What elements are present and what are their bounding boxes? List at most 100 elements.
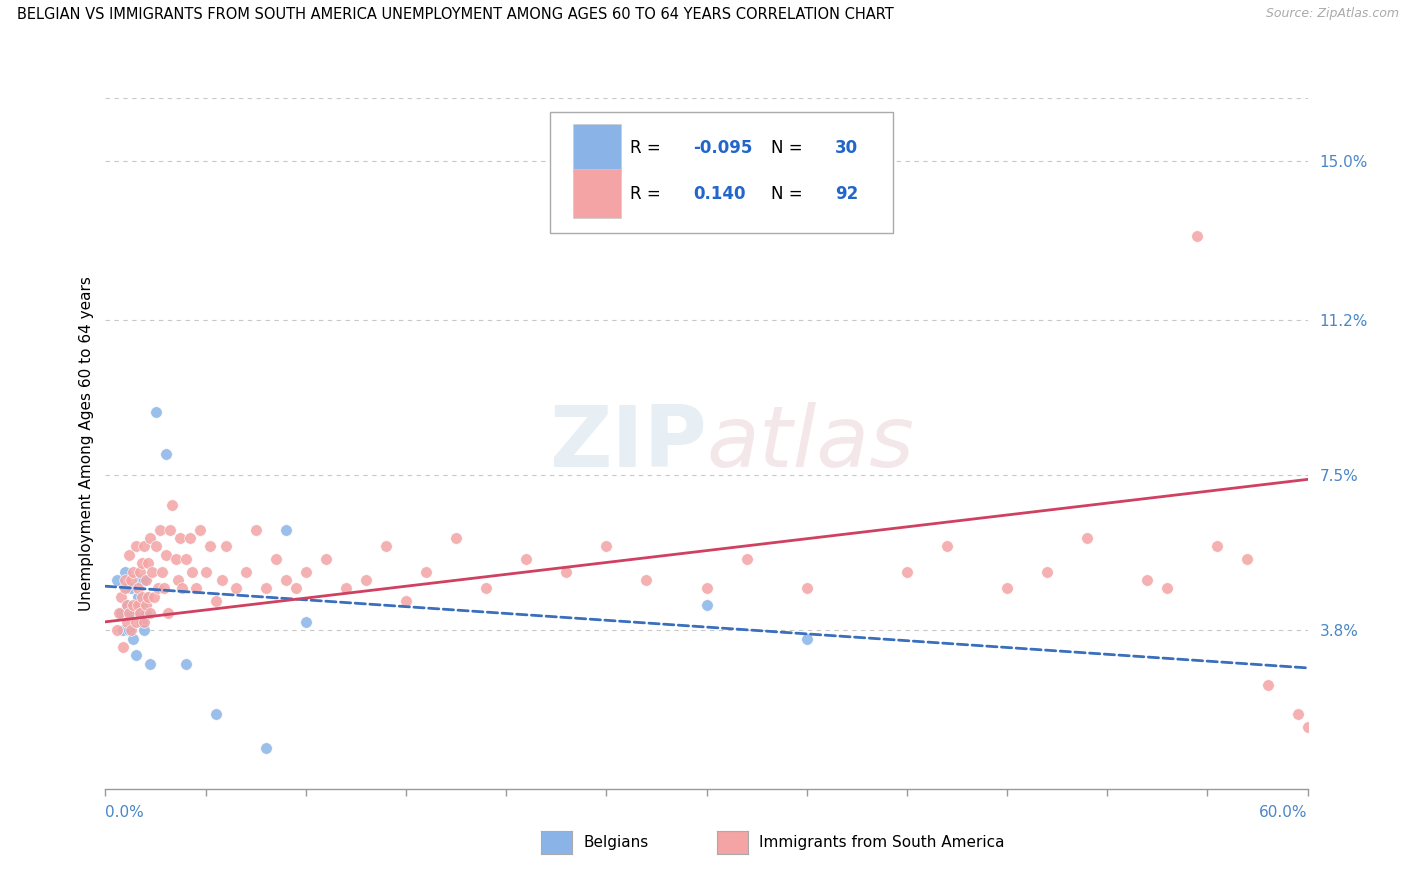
Point [166, 573, 188, 587]
Point [138, 531, 160, 545]
Point [1296, 720, 1319, 734]
Point [180, 565, 202, 579]
Point [117, 598, 139, 612]
Point [117, 615, 139, 629]
Text: 30: 30 [835, 139, 858, 157]
Point [122, 565, 145, 579]
Point [1187, 229, 1209, 244]
Point [354, 573, 377, 587]
Text: 0.0%: 0.0% [105, 805, 145, 821]
Point [235, 565, 257, 579]
Point [135, 598, 157, 612]
FancyBboxPatch shape [574, 124, 621, 172]
Point [796, 582, 818, 596]
Point [131, 556, 153, 570]
Point [198, 540, 221, 554]
Point [142, 590, 165, 604]
Point [131, 590, 153, 604]
Point [295, 565, 318, 579]
Point [475, 582, 498, 596]
Point [515, 552, 537, 566]
Point [595, 540, 617, 554]
Point [108, 607, 131, 621]
Point [155, 548, 177, 562]
Point [179, 531, 201, 545]
Text: Source: ZipAtlas.com: Source: ZipAtlas.com [1265, 7, 1399, 21]
Point [114, 565, 136, 579]
Point [274, 573, 297, 587]
Point [936, 540, 959, 554]
Point [132, 540, 155, 554]
Point [696, 582, 718, 596]
Point [1076, 531, 1098, 545]
Point [188, 523, 211, 537]
Point [315, 552, 337, 566]
Text: 0.140: 0.140 [693, 185, 745, 202]
Point [855, 195, 877, 210]
Text: N =: N = [772, 185, 808, 202]
Point [110, 607, 132, 621]
Point [127, 598, 149, 612]
Point [124, 540, 146, 554]
Point [174, 552, 197, 566]
Point [1156, 582, 1178, 596]
Point [128, 565, 150, 579]
Point [145, 405, 167, 419]
Text: ZIP: ZIP [548, 402, 707, 485]
Point [122, 632, 145, 646]
Text: 92: 92 [835, 185, 859, 202]
Point [127, 590, 149, 604]
Point [121, 624, 143, 638]
Point [254, 740, 277, 755]
Point [155, 447, 177, 461]
Point [444, 531, 467, 545]
Point [122, 598, 145, 612]
Point [169, 531, 191, 545]
Point [194, 565, 217, 579]
Point [131, 598, 153, 612]
Text: 60.0%: 60.0% [1260, 805, 1308, 821]
Y-axis label: Unemployment Among Ages 60 to 64 years: Unemployment Among Ages 60 to 64 years [79, 277, 94, 611]
Text: atlas: atlas [707, 402, 914, 485]
Point [335, 582, 357, 596]
Point [135, 590, 157, 604]
Point [1036, 565, 1059, 579]
Point [896, 565, 918, 579]
Point [117, 598, 139, 612]
Text: Immigrants from South America: Immigrants from South America [759, 836, 1005, 850]
Point [225, 582, 247, 596]
Point [124, 615, 146, 629]
Text: R =: R = [630, 185, 665, 202]
Point [295, 615, 318, 629]
Point [141, 565, 163, 579]
Point [121, 573, 143, 587]
Point [114, 582, 136, 596]
Text: Belgians: Belgians [583, 836, 648, 850]
Point [118, 624, 141, 638]
Point [735, 552, 758, 566]
Point [132, 573, 155, 587]
FancyBboxPatch shape [574, 169, 621, 218]
Point [138, 657, 160, 671]
Point [636, 573, 658, 587]
Point [107, 624, 129, 638]
Point [136, 556, 159, 570]
Point [1206, 540, 1229, 554]
Point [114, 573, 136, 587]
Text: N =: N = [772, 139, 808, 157]
Point [135, 607, 157, 621]
Point [174, 657, 197, 671]
Point [145, 540, 167, 554]
Point [128, 607, 150, 621]
Point [555, 565, 578, 579]
Point [254, 582, 277, 596]
Point [274, 523, 297, 537]
Point [121, 582, 143, 596]
Point [156, 607, 179, 621]
Point [374, 540, 398, 554]
Point [214, 540, 236, 554]
Point [128, 573, 150, 587]
Point [159, 523, 181, 537]
Text: -0.095: -0.095 [693, 139, 752, 157]
Point [124, 648, 146, 663]
